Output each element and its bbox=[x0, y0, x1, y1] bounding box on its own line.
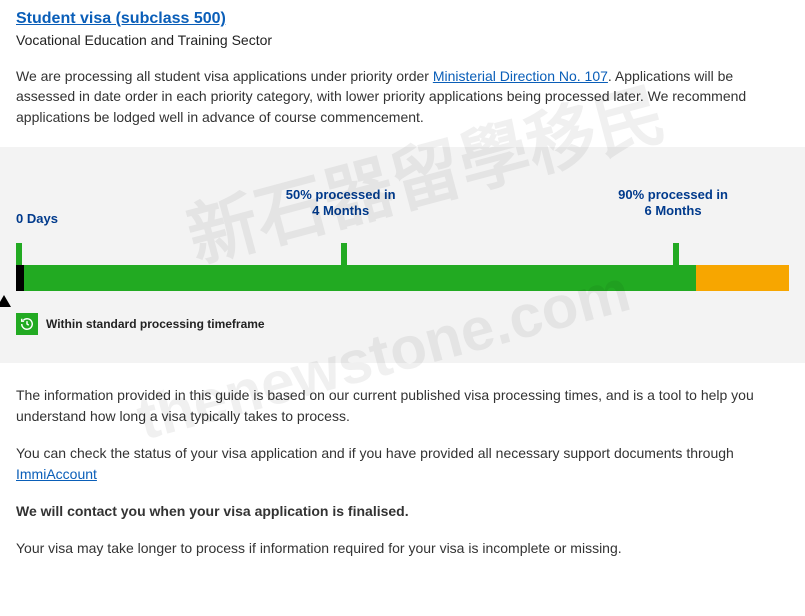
chart-mid-line1: 50% processed in bbox=[286, 187, 396, 202]
legend-text: Within standard processing timeframe bbox=[46, 317, 265, 331]
bar-orange-segment bbox=[696, 265, 789, 291]
clock-icon bbox=[16, 313, 38, 335]
chart-legend: Within standard processing timeframe bbox=[16, 313, 789, 335]
chart-right-line1: 90% processed in bbox=[618, 187, 728, 202]
info-p2-pre: You can check the status of your visa ap… bbox=[16, 445, 734, 461]
tick-right bbox=[673, 243, 679, 265]
header: Student visa (subclass 500) Vocational E… bbox=[0, 0, 805, 54]
chart-start-label: 0 Days bbox=[16, 211, 58, 227]
tick-mid bbox=[341, 243, 347, 265]
bar-start-marker bbox=[16, 265, 24, 291]
ministerial-direction-link[interactable]: Ministerial Direction No. 107 bbox=[433, 68, 608, 84]
chart-bar bbox=[16, 265, 789, 291]
intro-paragraph: We are processing all student visa appli… bbox=[0, 54, 805, 147]
visa-title-link[interactable]: Student visa (subclass 500) bbox=[16, 10, 226, 27]
tick-start bbox=[16, 243, 22, 265]
chart-right-line2: 6 Months bbox=[645, 203, 702, 218]
info-p1: The information provided in this guide i… bbox=[16, 385, 789, 427]
intro-pre: We are processing all student visa appli… bbox=[16, 68, 433, 84]
info-p3: We will contact you when your visa appli… bbox=[16, 501, 789, 522]
chart-labels: 0 Days 50% processed in 4 Months 90% pro… bbox=[16, 187, 789, 239]
chart-mid-label: 50% processed in 4 Months bbox=[286, 187, 396, 220]
info-p4: Your visa may take longer to process if … bbox=[16, 538, 789, 559]
chart-right-label: 90% processed in 6 Months bbox=[618, 187, 728, 220]
bar-green-segment bbox=[24, 265, 696, 291]
processing-time-chart: 0 Days 50% processed in 4 Months 90% pro… bbox=[0, 147, 805, 363]
info-p2: You can check the status of your visa ap… bbox=[16, 443, 789, 485]
chart-ticks bbox=[16, 243, 789, 265]
visa-subtitle: Vocational Education and Training Sector bbox=[16, 32, 789, 48]
bar-pointer-icon bbox=[0, 295, 11, 307]
immiaccount-link[interactable]: ImmiAccount bbox=[16, 466, 97, 482]
info-section: The information provided in this guide i… bbox=[0, 363, 805, 591]
chart-mid-line2: 4 Months bbox=[312, 203, 369, 218]
